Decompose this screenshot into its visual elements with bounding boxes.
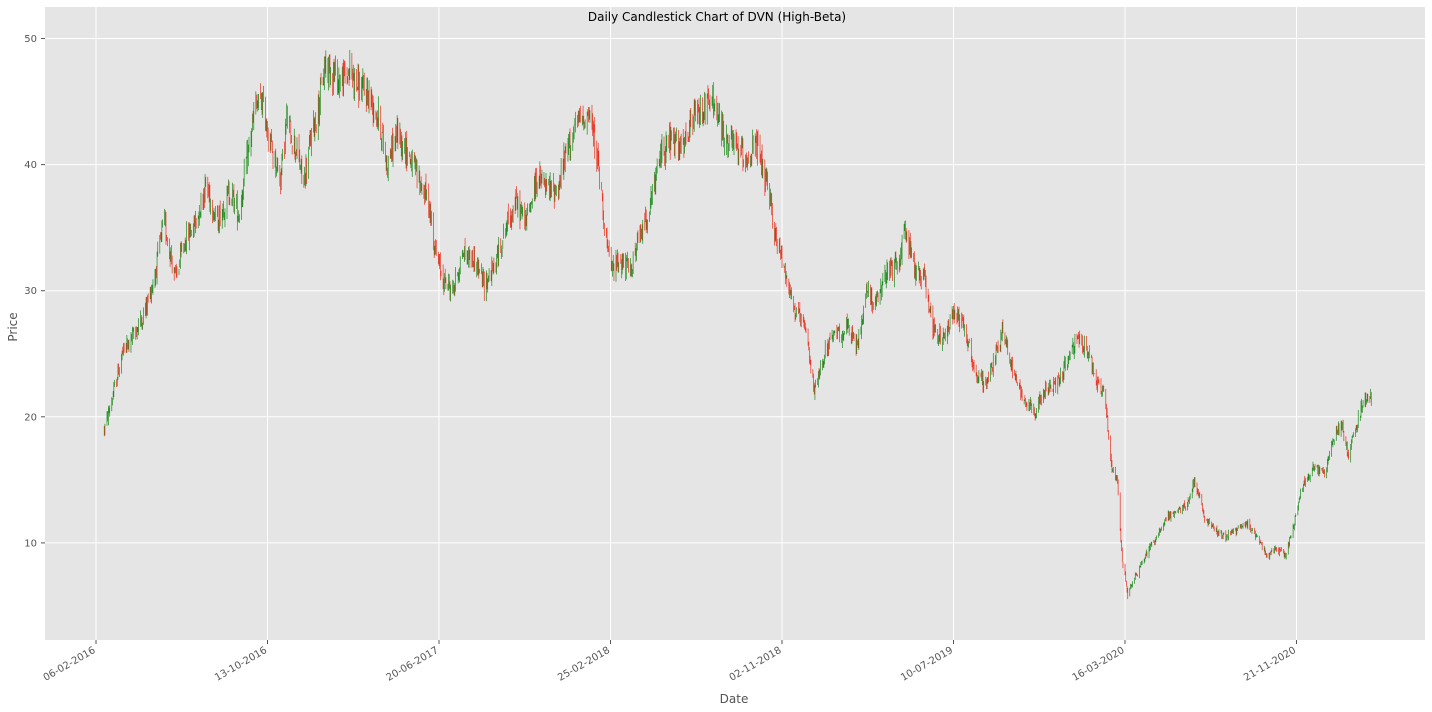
y-axis-label: Price (6, 312, 20, 341)
x-tick-label: 13-10-2016 (213, 645, 269, 684)
y-axis-ticks: 10 20 30 40 50 (24, 34, 45, 549)
y-tick-label: 10 (24, 538, 37, 549)
y-tick-label: 20 (24, 412, 37, 423)
x-tick-label: 21-11-2020 (1242, 645, 1298, 684)
y-tick-label: 30 (24, 286, 37, 297)
x-tick-label: 20-06-2017 (385, 645, 441, 684)
chart-title: Daily Candlestick Chart of DVN (High-Bet… (588, 10, 846, 24)
y-tick-label: 40 (24, 160, 37, 171)
plot-background (45, 7, 1425, 640)
x-tick-label: 02-11-2018 (728, 645, 784, 684)
x-axis-label: Date (720, 692, 749, 706)
candles (103, 49, 1372, 600)
x-axis-ticks: 06-02-2016 13-10-2016 20-06-2017 25-02-2018… (42, 640, 1298, 684)
x-tick-label: 10-07-2019 (899, 645, 955, 684)
x-tick-label: 06-02-2016 (42, 645, 98, 684)
x-tick-label: 25-02-2018 (556, 645, 612, 684)
grid-lines (45, 7, 1425, 640)
y-tick-label: 50 (24, 34, 37, 45)
x-tick-label: 16-03-2020 (1071, 645, 1127, 684)
